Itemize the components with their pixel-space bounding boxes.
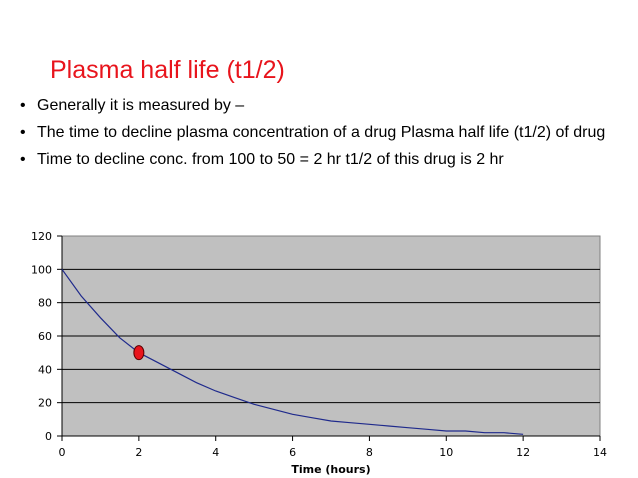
- bullet-item: • The time to decline plasma concentratio…: [20, 123, 630, 143]
- bullet-marker: •: [20, 124, 26, 141]
- bullet-text: Time to decline conc. from 100 to 50 = 2…: [37, 151, 504, 168]
- x-tick-label: 10: [439, 446, 453, 459]
- bullet-item: • Time to decline conc. from 100 to 50 = …: [20, 150, 630, 170]
- bullet-text: Generally it is measured by –: [37, 97, 245, 114]
- y-tick-label: 0: [45, 430, 52, 443]
- x-tick-label: 12: [516, 446, 530, 459]
- bullet-text: The time to decline plasma concentration…: [37, 124, 606, 141]
- slide-title: Plasma half life (t1/2): [50, 56, 285, 84]
- bullet-marker: •: [20, 151, 26, 168]
- bullet-item: • Generally it is measured by –: [20, 96, 630, 116]
- y-tick-label: 80: [38, 297, 52, 310]
- y-tick-label: 40: [38, 363, 52, 376]
- x-axis-title: Time (hours): [291, 463, 370, 476]
- bullet-list: • Generally it is measured by – • The time…: [20, 96, 630, 177]
- bullet-marker: •: [20, 97, 26, 114]
- x-tick-label: 4: [212, 446, 219, 459]
- x-tick-label: 8: [366, 446, 373, 459]
- half-life-marker: [133, 345, 145, 361]
- y-tick-label: 120: [31, 230, 52, 243]
- y-tick-label: 100: [31, 263, 52, 276]
- y-tick-label: 60: [38, 330, 52, 343]
- x-tick-label: 6: [289, 446, 296, 459]
- concentration-time-chart: 0 20 40 60 80 100 120 0 2 4 6 8 10 12 14 Time (hours): [31, 230, 607, 476]
- x-tick-label: 2: [135, 446, 142, 459]
- x-tick-label: 14: [593, 446, 607, 459]
- x-tick-label: 0: [59, 446, 66, 459]
- y-tick-label: 20: [38, 397, 52, 410]
- chart-container: 0 20 40 60 80 100 120 0 2 4 6 8 10 12 14 Time (hours): [14, 226, 626, 478]
